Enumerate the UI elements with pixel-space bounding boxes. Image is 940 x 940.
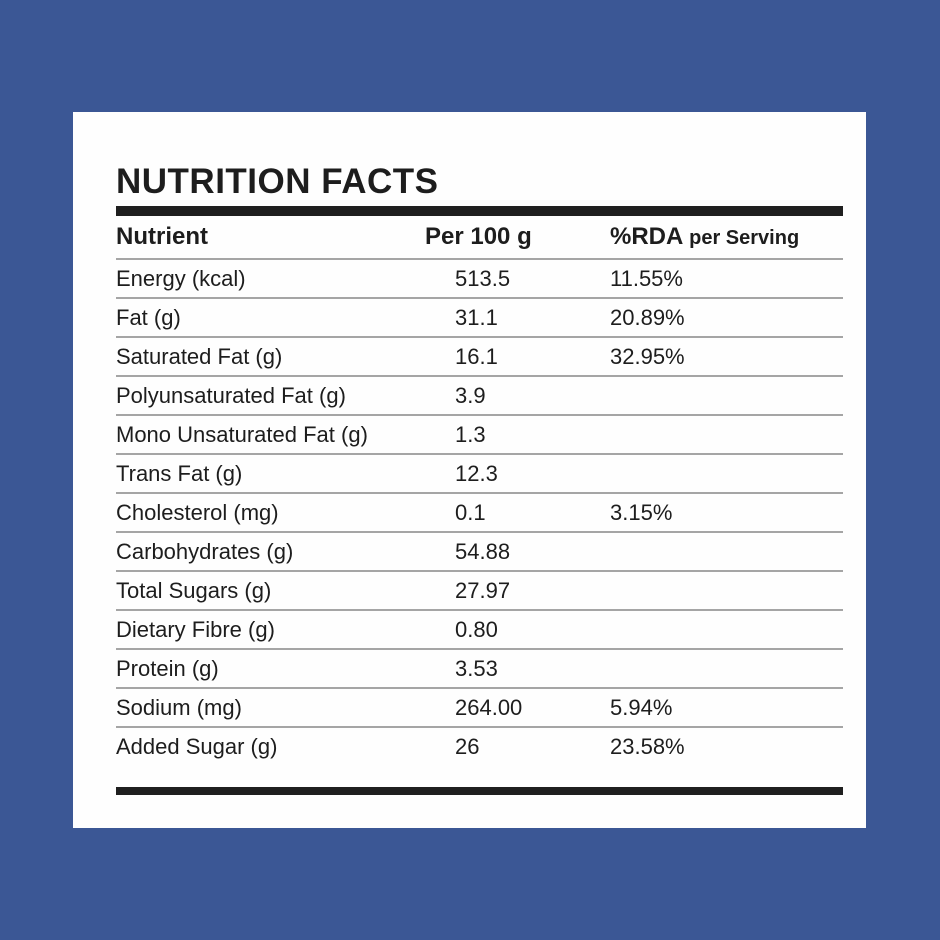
per-100g-value-cell: 0.80 xyxy=(455,610,610,650)
nutrient-name-cell: Sodium (mg) xyxy=(116,688,455,728)
rda-value-cell xyxy=(610,571,843,611)
table-row: Mono Unsaturated Fat (g) 1.3 xyxy=(116,415,843,455)
nutrient-name-cell: Saturated Fat (g) xyxy=(116,337,455,377)
nutrition-facts-card: NUTRITION FACTS Nutrient Per 100 g %RDA … xyxy=(73,112,866,828)
per-100g-value-cell: 26 xyxy=(455,733,480,759)
per-100g-value-cell: 27.97 xyxy=(455,571,610,611)
per-100g-value-cell: 3.9 xyxy=(455,376,610,416)
rda-value-cell xyxy=(610,376,843,416)
title-divider xyxy=(116,206,843,216)
table-row: Protein (g) 3.53 xyxy=(116,649,843,689)
rda-header-main: %RDA xyxy=(610,223,683,250)
column-header-nutrient: Nutrient xyxy=(116,216,455,260)
per-100g-value-cell: 54.88 xyxy=(455,532,610,572)
rda-value-cell xyxy=(610,415,843,455)
table-row: Added Sugar (g) 26 23.58% xyxy=(116,727,843,765)
rda-value-cell xyxy=(610,649,843,689)
nutrient-name-cell: Dietary Fibre (g) xyxy=(116,610,455,650)
nutrient-name-cell: Carbohydrates (g) xyxy=(116,532,455,572)
nutrient-name-cell: Polyunsaturated Fat (g) xyxy=(116,376,455,416)
table-row: Cholesterol (mg) 0.1 3.15% xyxy=(116,493,843,533)
per-100g-value-cell: 3.53 xyxy=(455,649,610,689)
per-100g-value-cell: 16.1 xyxy=(455,337,610,377)
nutrient-name-cell: Fat (g) xyxy=(116,298,455,338)
per-100g-value-cell: 513.5 xyxy=(455,259,610,299)
nutrient-name-cell: Trans Fat (g) xyxy=(116,454,455,494)
table-body: Energy (kcal) 513.5 11.55% Fat (g) 31.1 20.89… xyxy=(116,259,843,765)
rda-header-sub: per Serving xyxy=(689,227,800,249)
table-row: Saturated Fat (g) 16.1 32.95% xyxy=(116,337,843,377)
table-row: Polyunsaturated Fat (g) 3.9 xyxy=(116,376,843,416)
rda-value-cell: 20.89% xyxy=(610,298,843,338)
rda-value-cell xyxy=(610,454,843,494)
nutrient-name-cell: Energy (kcal) xyxy=(116,259,455,299)
header-row: Nutrient Per 100 g %RDA per Serving xyxy=(116,216,843,260)
page-title: NUTRITION FACTS xyxy=(116,162,439,201)
table-row: Dietary Fibre (g) 0.80 xyxy=(116,610,843,650)
rda-value-cell: 11.55% xyxy=(610,259,843,299)
nutrient-name-cell: Protein (g) xyxy=(116,649,455,689)
nutrient-name-cell: Added Sugar (g) xyxy=(116,733,278,759)
table-header: Nutrient Per 100 g %RDA per Serving xyxy=(116,216,843,260)
per-100g-value-cell: 12.3 xyxy=(455,454,610,494)
per-100g-value-cell: 1.3 xyxy=(455,415,610,455)
per-100g-value-cell: 31.1 xyxy=(455,298,610,338)
rda-value-cell: 5.94% xyxy=(610,688,843,728)
bottom-divider xyxy=(116,787,843,795)
column-header-rda: %RDA per Serving xyxy=(610,216,843,260)
per-100g-value-cell: 264.00 xyxy=(455,688,610,728)
per-100g-value-cell: 0.1 xyxy=(455,493,610,533)
nutrient-name-cell: Mono Unsaturated Fat (g) xyxy=(116,415,455,455)
table-row: Carbohydrates (g) 54.88 xyxy=(116,532,843,572)
rda-value-cell: 23.58% xyxy=(610,733,685,759)
nutrient-name-cell: Cholesterol (mg) xyxy=(116,493,455,533)
rda-value-cell xyxy=(610,532,843,572)
nutrient-name-cell: Total Sugars (g) xyxy=(116,571,455,611)
rda-value-cell: 3.15% xyxy=(610,493,843,533)
table-row: Trans Fat (g) 12.3 xyxy=(116,454,843,494)
table-row: Fat (g) 31.1 20.89% xyxy=(116,298,843,338)
table-row: Sodium (mg) 264.00 5.94% xyxy=(116,688,843,728)
column-header-per-100g: Per 100 g xyxy=(425,216,610,260)
table-row: Energy (kcal) 513.5 11.55% xyxy=(116,259,843,299)
table-row: Total Sugars (g) 27.97 xyxy=(116,571,843,611)
rda-value-cell: 32.95% xyxy=(610,337,843,377)
nutrition-table: Nutrient Per 100 g %RDA per Serving Ener… xyxy=(116,216,843,765)
rda-value-cell xyxy=(610,610,843,650)
